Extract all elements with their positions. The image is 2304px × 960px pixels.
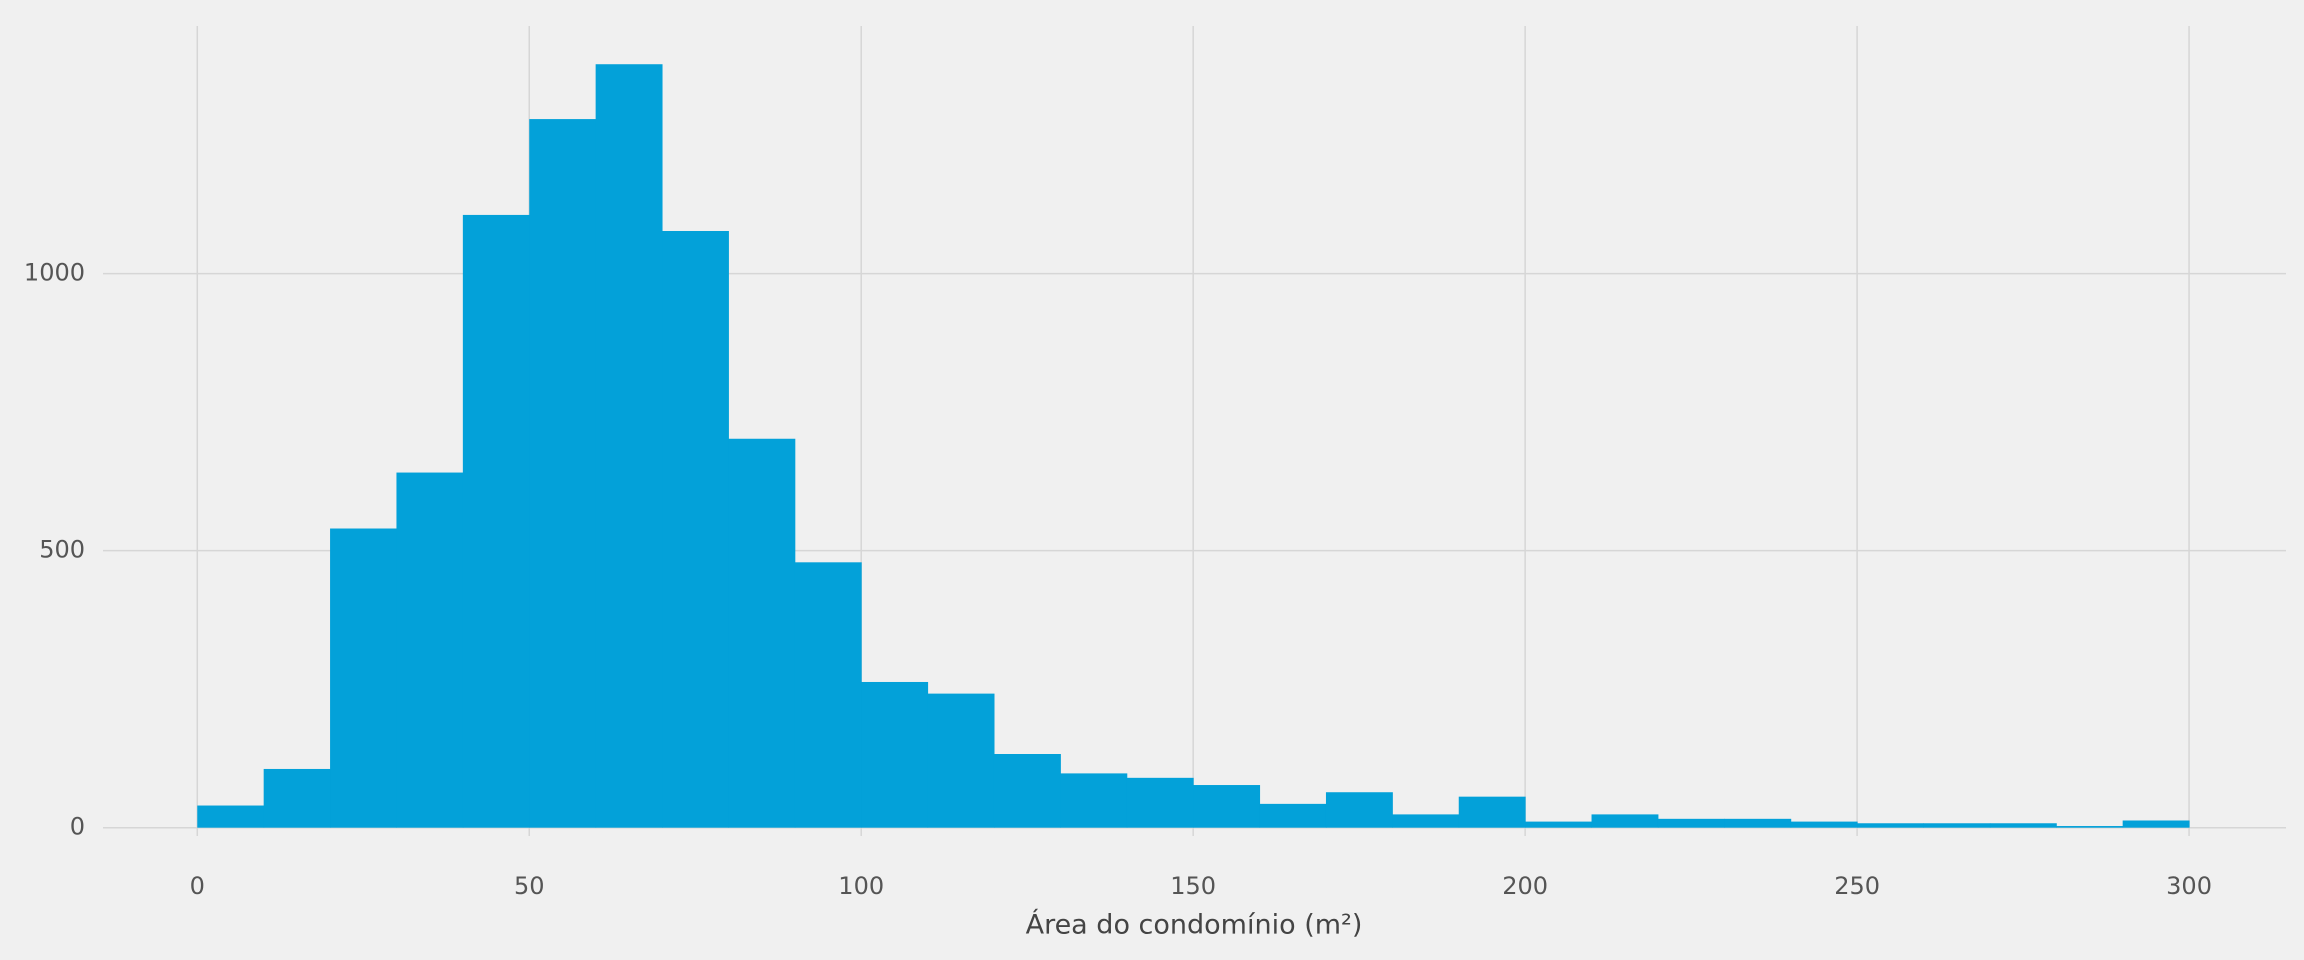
bar <box>993 754 1061 828</box>
x-tick-label: 250 <box>1834 872 1880 900</box>
bar <box>462 214 530 828</box>
bar <box>2122 820 2190 828</box>
bar <box>330 528 397 828</box>
x-tick-label: 50 <box>514 872 545 900</box>
x-tick-label: 0 <box>190 872 205 900</box>
bar <box>1060 773 1128 828</box>
bar <box>263 768 331 828</box>
x-axis-label: Área do condomínio (m²) <box>1026 909 1363 941</box>
bar <box>1259 803 1327 828</box>
bar <box>1857 823 1924 828</box>
bar <box>2056 826 2124 828</box>
y-tick-label: 1000 <box>24 259 85 287</box>
bar <box>595 64 663 828</box>
bar <box>1790 821 1858 828</box>
bar <box>1325 792 1393 828</box>
bar <box>1126 777 1194 828</box>
bar <box>1724 818 1792 828</box>
bar <box>1591 814 1659 828</box>
x-tick-label: 100 <box>838 872 884 900</box>
bar <box>1923 823 1991 828</box>
bar <box>396 472 464 828</box>
bar <box>529 119 597 828</box>
bar <box>794 562 862 828</box>
bar <box>1989 823 2057 828</box>
bar <box>927 693 995 828</box>
bar <box>861 681 929 828</box>
bar <box>728 438 796 828</box>
y-tick-label: 500 <box>39 536 85 564</box>
x-tick-label: 200 <box>1502 872 1548 900</box>
bar <box>1392 814 1460 828</box>
x-tick-label: 300 <box>2166 872 2212 900</box>
bar <box>197 805 265 828</box>
bar <box>1657 818 1725 828</box>
bar <box>662 230 729 828</box>
bar <box>1525 821 1593 828</box>
y-tick-label: 0 <box>70 813 85 841</box>
bar <box>1193 785 1261 828</box>
x-tick-label: 150 <box>1170 872 1216 900</box>
bar <box>1458 796 1526 828</box>
